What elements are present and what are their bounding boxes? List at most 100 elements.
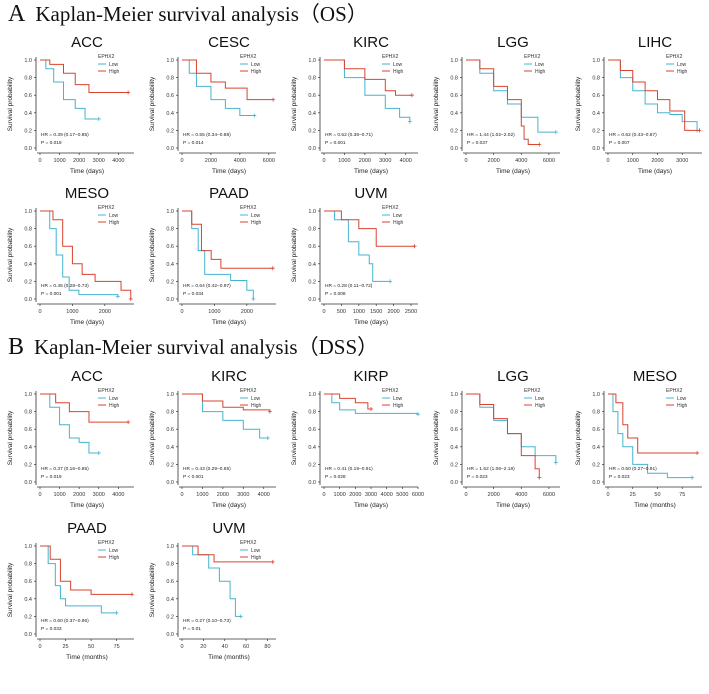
panel-title: MESO	[633, 368, 677, 385]
panel-title: MESO	[65, 185, 109, 202]
legend-high-label: High	[109, 69, 120, 75]
x-tick-label: 0	[180, 158, 183, 164]
y-tick-label: 1.0	[308, 209, 316, 215]
p-value: P = 0.037	[467, 140, 488, 146]
x-axis-label: Time (months)	[634, 502, 676, 509]
survival-curve-high	[182, 545, 273, 563]
x-tick-label: 0	[464, 158, 467, 164]
x-axis-label: Time (days)	[354, 319, 388, 326]
legend-high-label: High	[535, 403, 546, 409]
p-value: P = 0.034	[183, 291, 204, 297]
x-tick-label: 4000	[258, 492, 270, 498]
y-tick-label: 1.0	[166, 58, 174, 64]
x-tick-label: 6000	[543, 158, 555, 164]
legend-title: EPHX2	[524, 388, 541, 394]
y-tick-label: 1.0	[450, 58, 458, 64]
y-tick-label: 0.2	[308, 128, 316, 134]
survival-curve-low	[182, 59, 255, 116]
legend-low-label: Low	[677, 396, 687, 402]
y-tick-label: 1.0	[592, 392, 600, 398]
survival-curve-high	[40, 545, 132, 595]
p-value: P = 0.01	[183, 626, 201, 632]
y-tick-label: 0.0	[166, 632, 174, 638]
hazard-ratio: HR = 0.27 (0.10−0.73)	[183, 618, 231, 624]
p-value: P = 0.007	[609, 140, 630, 146]
legend-low-label: Low	[251, 62, 261, 68]
hazard-ratio: HR = 0.50 (0.27−0.91)	[609, 466, 657, 472]
hazard-ratio: HR = 0.28 (0.11−0.72)	[325, 283, 373, 289]
legend-low-label: Low	[109, 548, 119, 554]
hazard-ratio: HR = 0.55 (0.34−0.88)	[183, 132, 231, 138]
x-tick-label: 4000	[234, 158, 246, 164]
panel-title: KIRP	[353, 368, 388, 385]
y-tick-label: 0.2	[450, 462, 458, 468]
x-tick-label: 4000	[400, 158, 412, 164]
p-value: P = 0.019	[41, 474, 62, 480]
y-tick-label: 0.2	[166, 128, 174, 134]
y-tick-label: 1.0	[24, 58, 32, 64]
y-tick-label: 0.4	[166, 445, 174, 451]
x-tick-label: 0	[180, 492, 183, 498]
y-tick-label: 0.4	[24, 445, 32, 451]
legend-high-label: High	[677, 69, 688, 75]
y-tick-label: 0.0	[24, 480, 32, 486]
x-tick-label: 0	[38, 309, 41, 315]
x-tick-label: 50	[654, 492, 660, 498]
y-tick-label: 0.2	[450, 128, 458, 134]
y-tick-label: 0.6	[592, 427, 600, 433]
y-tick-label: 0.0	[450, 146, 458, 152]
survival-curve-high	[182, 59, 274, 101]
x-tick-label: 3000	[676, 158, 688, 164]
y-tick-label: 0.4	[450, 445, 458, 451]
section-a-letter: A	[8, 1, 26, 27]
y-tick-label: 0.4	[308, 262, 316, 268]
legend-title: EPHX2	[382, 388, 399, 394]
y-axis-label: Survival probability	[149, 410, 156, 465]
y-tick-label: 0.6	[24, 244, 32, 250]
legend-title: EPHX2	[382, 205, 399, 211]
x-tick-label: 1000	[208, 309, 220, 315]
km-panel-b-kirp: KIRP 0.0 0.2 0.4 0.6 0.8 1.0 0 1000 2000 3000 4000 5…	[284, 364, 426, 516]
x-tick-label: 0	[322, 309, 325, 315]
y-tick-label: 1.0	[308, 58, 316, 64]
survival-curve-low	[182, 210, 254, 299]
y-tick-label: 0.8	[24, 76, 32, 82]
x-tick-label: 25	[630, 492, 636, 498]
y-tick-label: 0.6	[308, 93, 316, 99]
survival-curve-low	[182, 545, 241, 617]
x-tick-label: 2000	[388, 309, 400, 315]
legend-low-label: Low	[393, 62, 403, 68]
y-axis-label: Survival probability	[575, 76, 582, 131]
survival-curve-low	[182, 393, 268, 439]
hazard-ratio: HR = 0.52 (0.38−0.71)	[325, 132, 373, 138]
x-tick-label: 4000	[112, 158, 124, 164]
x-tick-label: 3000	[237, 492, 249, 498]
x-tick-label: 0	[606, 492, 609, 498]
km-panel-b-kirc: KIRC 0.0 0.2 0.4 0.6 0.8 1.0 0 1000 2000 3000 4000 T…	[142, 364, 284, 516]
hazard-ratio: HR = 1.52 (1.06−2.18)	[467, 466, 515, 472]
y-tick-label: 0.4	[308, 111, 316, 117]
legend-title: EPHX2	[240, 205, 257, 211]
legend-title: EPHX2	[98, 388, 115, 394]
hazard-ratio: HR = 0.37 (0.16−0.85)	[41, 466, 89, 472]
section-b-title: B Kaplan-Meier survival analysis（DSS）	[8, 334, 378, 360]
y-tick-label: 0.6	[24, 579, 32, 585]
censor-mark	[537, 475, 542, 480]
x-axis-label: Time (days)	[212, 502, 246, 509]
y-tick-label: 0.4	[24, 597, 32, 603]
x-axis-label: Time (months)	[208, 654, 250, 661]
legend-high-label: High	[677, 403, 688, 409]
hazard-ratio: HR = 0.64 (0.42−0.97)	[183, 283, 231, 289]
legend-high-label: High	[251, 555, 262, 561]
survival-curve-high	[608, 59, 700, 131]
km-plot: CESC 0.0 0.2 0.4 0.6 0.8 1.0 0 2000 4000 6000 Time …	[149, 34, 276, 175]
legend-title: EPHX2	[98, 205, 115, 211]
y-tick-label: 0.6	[308, 427, 316, 433]
km-plot: LGG 0.0 0.2 0.4 0.6 0.8 1.0 0 2000 4000 6000 Time (…	[433, 368, 560, 509]
y-axis-label: Survival probability	[7, 562, 14, 617]
x-tick-label: 25	[62, 644, 68, 650]
x-tick-label: 3000	[93, 492, 105, 498]
y-tick-label: 1.0	[166, 209, 174, 215]
x-tick-label: 1000	[353, 309, 365, 315]
y-tick-label: 0.6	[166, 427, 174, 433]
